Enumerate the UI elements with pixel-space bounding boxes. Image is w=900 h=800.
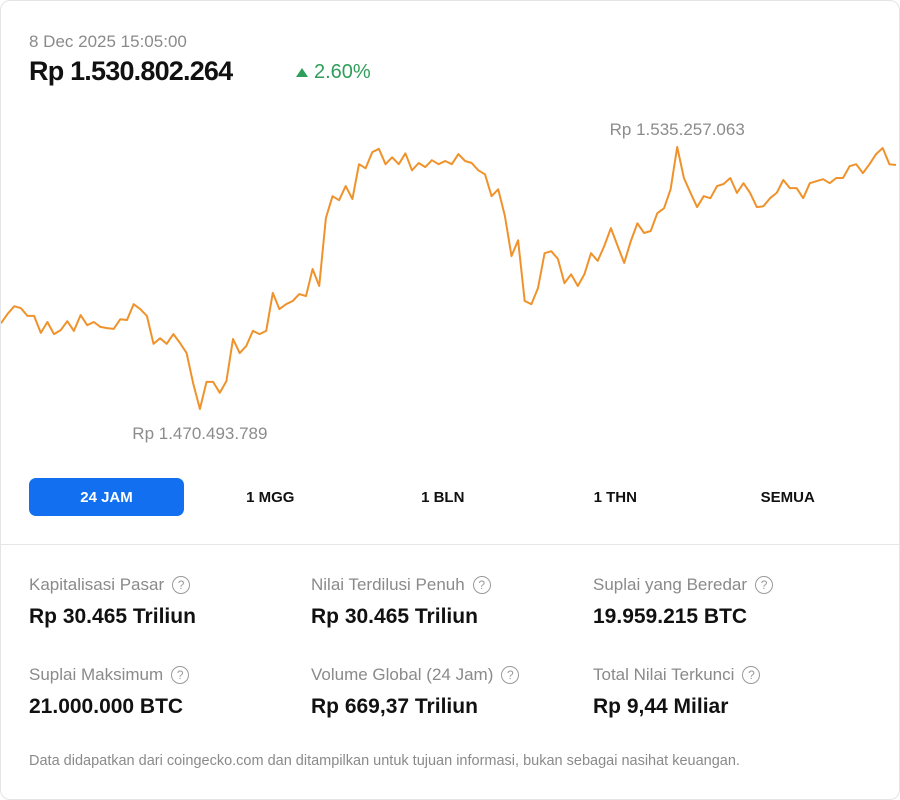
price-chart[interactable]: Rp 1.535.257.063 Rp 1.470.493.789 xyxy=(1,1,900,461)
help-icon[interactable]: ? xyxy=(172,576,191,594)
help-icon[interactable]: ? xyxy=(472,576,491,594)
stat-value: 19.959.215 BTC xyxy=(593,605,748,628)
stat-label-text: Nilai Terdilusi Penuh xyxy=(311,575,465,594)
stat-label-text: Total Nilai Terkunci xyxy=(593,665,735,684)
stat-value: Rp 669,37 Triliun xyxy=(311,695,478,718)
stat-item: Kapitalisasi Pasar? Rp 30.465 Triliun xyxy=(29,575,196,629)
stat-item: Suplai Maksimum? 21.000.000 BTC xyxy=(29,665,190,719)
help-icon[interactable]: ? xyxy=(755,576,774,594)
range-1m-button[interactable]: 1 BLN xyxy=(421,488,465,506)
stat-label: Volume Global (24 Jam)? xyxy=(311,665,520,685)
stat-label: Kapitalisasi Pasar? xyxy=(29,575,196,595)
range-selector: 24 JAM 1 MGG 1 BLN 1 THN SEMUA xyxy=(29,478,874,516)
stat-value: Rp 9,44 Miliar xyxy=(593,695,729,718)
timestamp: 8 Dec 2025 15:05:00 xyxy=(29,32,187,51)
stat-item: Volume Global (24 Jam)? Rp 669,37 Triliun xyxy=(311,665,520,719)
divider xyxy=(1,544,899,545)
stat-value: 21.000.000 BTC xyxy=(29,695,184,718)
low-label: Rp 1.470.493.789 xyxy=(132,424,267,443)
help-icon[interactable]: ? xyxy=(171,666,190,684)
stat-item: Suplai yang Beredar? 19.959.215 BTC xyxy=(593,575,774,629)
stat-label-text: Suplai yang Beredar xyxy=(593,575,748,594)
stat-label: Suplai Maksimum? xyxy=(29,665,190,685)
range-1y-button[interactable]: 1 THN xyxy=(593,488,637,506)
high-label: Rp 1.535.257.063 xyxy=(610,120,745,139)
stat-label-text: Suplai Maksimum xyxy=(29,665,164,684)
arrow-up-icon xyxy=(296,68,308,77)
disclaimer: Data didapatkan dari coingecko.com dan d… xyxy=(29,753,740,769)
stat-item: Nilai Terdilusi Penuh? Rp 30.465 Triliun xyxy=(311,575,491,629)
range-24h-button[interactable]: 24 JAM xyxy=(29,478,184,516)
help-icon[interactable]: ? xyxy=(742,666,761,684)
stat-label: Total Nilai Terkunci? xyxy=(593,665,761,685)
price-change: 2.60% xyxy=(296,61,371,84)
stat-item: Total Nilai Terkunci? Rp 9,44 Miliar xyxy=(593,665,761,719)
stat-label-text: Volume Global (24 Jam) xyxy=(311,665,494,684)
stat-value: Rp 30.465 Triliun xyxy=(29,605,196,628)
help-icon[interactable]: ? xyxy=(501,666,520,684)
stat-label: Nilai Terdilusi Penuh? xyxy=(311,575,491,595)
range-all-button[interactable]: SEMUA xyxy=(760,488,815,506)
stat-label-text: Kapitalisasi Pasar xyxy=(29,575,165,594)
price-change-value: 2.60% xyxy=(314,61,371,83)
price-line xyxy=(1,146,897,410)
stat-value: Rp 30.465 Triliun xyxy=(311,605,478,628)
current-price: Rp 1.530.802.264 xyxy=(29,56,233,86)
range-1w-button[interactable]: 1 MGG xyxy=(246,488,295,506)
stat-label: Suplai yang Beredar? xyxy=(593,575,774,595)
